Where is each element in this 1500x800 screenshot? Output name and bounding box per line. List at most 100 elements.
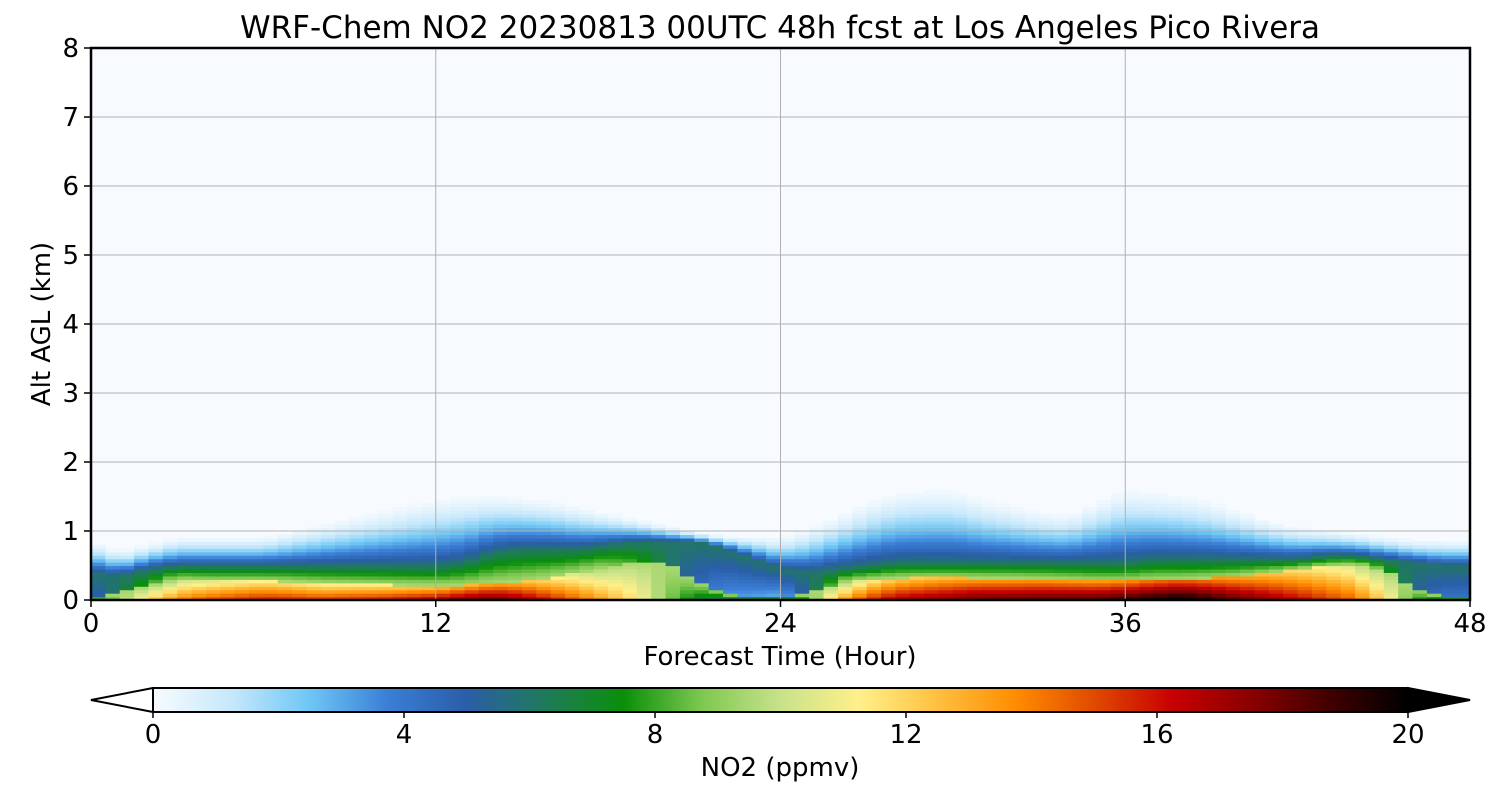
field-cell: [1426, 541, 1442, 546]
field-cell: [1268, 527, 1284, 532]
field-cell: [995, 586, 1011, 591]
field-cell: [407, 586, 422, 591]
field-cell: [1010, 558, 1026, 563]
field-cell: [1441, 596, 1457, 600]
field-cell: [1283, 575, 1299, 580]
field-cell: [823, 562, 839, 567]
field-cell: [1211, 593, 1227, 598]
field-cell: [794, 568, 810, 573]
field-cell: [478, 499, 494, 504]
field-cell: [1053, 531, 1069, 536]
field-cell: [881, 572, 897, 577]
field-cell: [1168, 548, 1184, 553]
field-cell: [565, 586, 580, 591]
field-cell: [507, 496, 523, 501]
field-cell: [1240, 596, 1256, 600]
field-cell: [938, 575, 954, 580]
field-cell: [794, 579, 810, 584]
field-cell: [1182, 582, 1198, 587]
field-cell: [407, 520, 422, 525]
field-cell: [1096, 531, 1112, 536]
field-cell: [1297, 593, 1313, 598]
field-cell: [1369, 537, 1385, 542]
field-cell: [435, 589, 451, 594]
field-cell: [177, 568, 193, 573]
field-cell: [1096, 548, 1112, 553]
field-cell: [493, 499, 509, 504]
field-cell: [909, 575, 925, 580]
field-cell: [119, 593, 135, 598]
field-cell: [277, 589, 293, 594]
field-cell: [967, 551, 983, 556]
field-cell: [1211, 537, 1227, 542]
field-cell: [1153, 579, 1169, 584]
field-cell: [1139, 589, 1155, 594]
field-cell: [995, 513, 1011, 518]
field-cell: [852, 541, 868, 546]
field-cell: [292, 531, 308, 536]
field-cell: [478, 558, 494, 563]
field-cell: [809, 565, 825, 570]
field-cell: [1211, 596, 1227, 600]
field-cell: [679, 534, 695, 539]
field-cell: [694, 586, 710, 591]
field-cell: [909, 531, 925, 536]
field-cell: [550, 548, 566, 553]
field-cell: [1182, 517, 1198, 522]
field-cell: [1197, 531, 1213, 536]
field-cell: [1340, 541, 1356, 546]
field-cell: [909, 493, 925, 498]
field-cell: [679, 593, 695, 598]
field-cell: [1211, 582, 1227, 587]
field-cell: [881, 524, 897, 529]
field-cell: [608, 531, 624, 536]
field-cell: [1039, 575, 1055, 580]
field-cell: [292, 537, 308, 542]
field-cell: [1211, 541, 1227, 546]
field-cell: [550, 534, 566, 539]
field-cell: [1211, 524, 1227, 529]
field-cell: [1139, 493, 1155, 498]
field-cell: [1168, 589, 1184, 594]
field-cell: [794, 541, 810, 546]
field-cell: [536, 582, 552, 587]
field-cell: [249, 572, 264, 577]
field-cell: [895, 579, 911, 584]
field-cell: [737, 555, 753, 560]
field-cell: [852, 510, 868, 515]
field-cell: [1355, 572, 1371, 577]
field-cell: [407, 551, 422, 556]
field-cell: [823, 575, 839, 580]
field-cell: [622, 596, 638, 600]
field-cell: [177, 565, 193, 570]
field-cell: [478, 541, 494, 546]
field-cell: [723, 596, 738, 600]
field-cell: [1067, 589, 1083, 594]
field-cell: [277, 568, 293, 573]
field-cell: [450, 586, 466, 591]
field-cell: [1125, 555, 1141, 560]
field-cell: [335, 541, 351, 546]
field-cell: [737, 537, 753, 542]
field-cell: [392, 506, 408, 511]
field-cell: [809, 572, 825, 577]
field-cell: [263, 544, 279, 549]
field-cell: [794, 555, 810, 560]
field-cell: [1240, 562, 1256, 567]
field-cell: [277, 579, 293, 584]
field-cell: [550, 575, 566, 580]
field-cell: [1067, 558, 1083, 563]
field-cell: [421, 568, 437, 573]
field-cell: [895, 531, 911, 536]
field-cell: [292, 589, 308, 594]
field-cell: [407, 568, 422, 573]
field-cell: [435, 534, 451, 539]
field-cell: [134, 579, 150, 584]
field-cell: [881, 562, 897, 567]
field-cell: [967, 499, 983, 504]
field-cell: [134, 555, 150, 560]
field-cell: [234, 565, 250, 570]
field-cell: [737, 565, 753, 570]
field-cell: [881, 579, 897, 584]
field-cell: [622, 593, 638, 598]
